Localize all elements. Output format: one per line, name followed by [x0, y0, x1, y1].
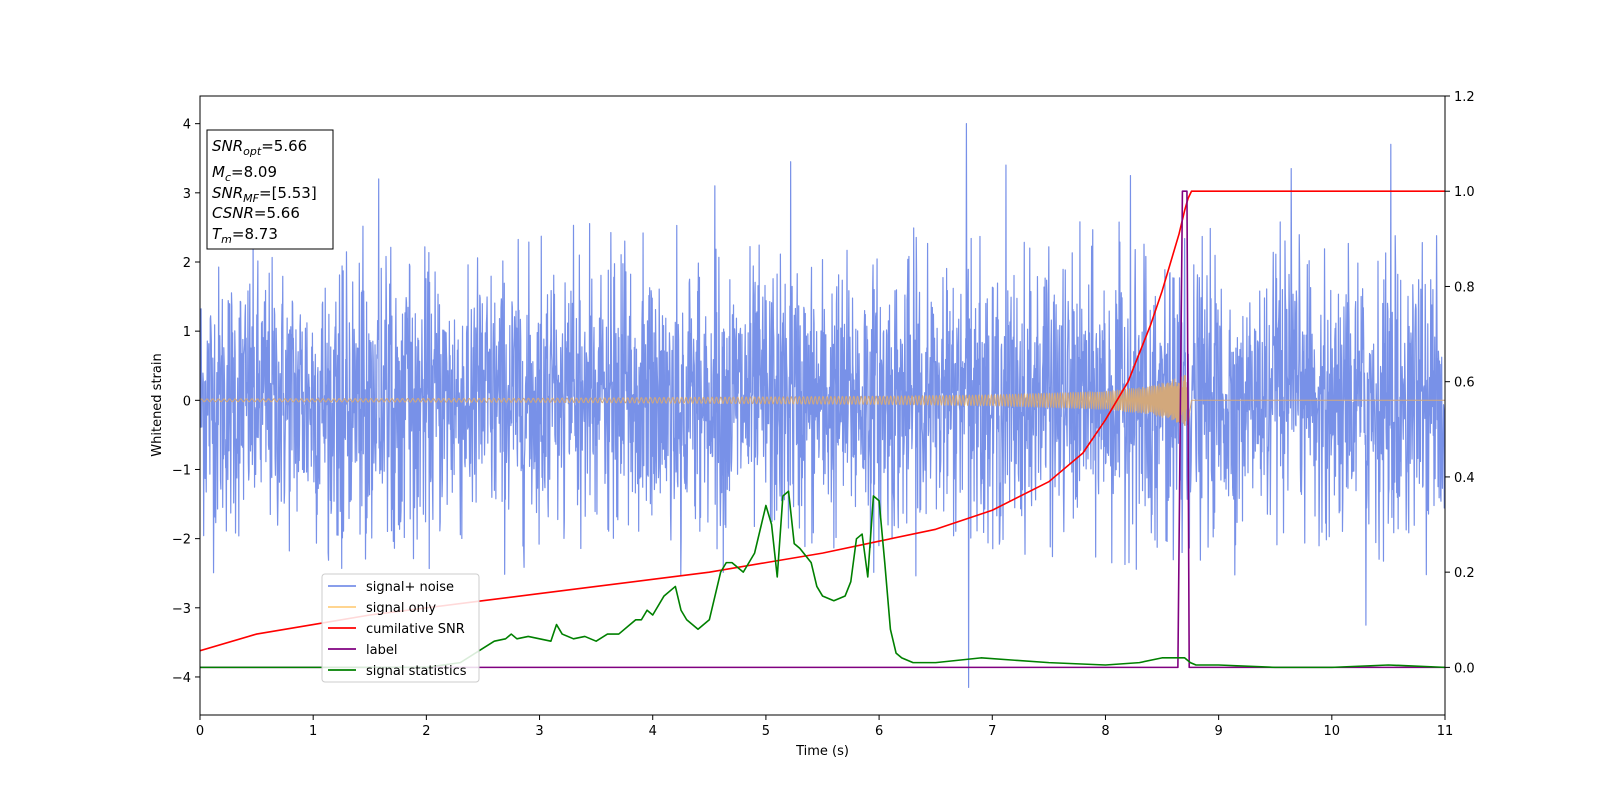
annotation-line: SNRopt=5.66 — [212, 137, 307, 158]
y-tick-label: 0 — [183, 394, 191, 409]
x-tick-label: 0 — [196, 724, 204, 739]
y-tick-label: 2 — [183, 256, 191, 271]
annotation-line: Mc=8.09 — [212, 163, 277, 184]
y2-tick-label: 0.0 — [1454, 661, 1475, 676]
annotation-frame — [206, 129, 334, 250]
plot-frame — [199, 95, 1446, 716]
x-tick-label: 9 — [1214, 724, 1222, 739]
legend-label: label — [366, 643, 397, 658]
series-signal-only — [200, 373, 1445, 426]
series-signal-statistics — [200, 490, 1445, 669]
series-signal-noise — [200, 123, 1445, 688]
y2-tick-label: 1.0 — [1454, 185, 1475, 200]
y2-tick-label: 0.8 — [1454, 280, 1475, 295]
legend-label: cumilative SNR — [366, 622, 465, 637]
y-axis-label: Whitened strain — [150, 353, 165, 456]
x-tick-label: 1 — [309, 724, 317, 739]
y-tick-label: 3 — [183, 187, 191, 202]
annotation-line: Tm=8.73 — [212, 225, 278, 246]
x-tick-label: 3 — [535, 724, 543, 739]
y2-tick-label: 0.2 — [1454, 566, 1475, 581]
y-tick-label: −3 — [172, 602, 191, 617]
annotation-line: SNRMF=[5.53] — [212, 184, 317, 205]
axes-layer: 0 1 2 3 4 5 6 7 8 9 10 11 −4 −3 −2 −1 0 1 2 3 4 0.0 0.2 0.4 0.6 0… — [172, 90, 1475, 739]
y-tick-label: −4 — [172, 671, 191, 686]
x-tick-label: 10 — [1324, 724, 1341, 739]
x-tick-label: 4 — [649, 724, 657, 739]
y2-tick-label: 0.4 — [1454, 471, 1475, 486]
legend: signal+ noise signal only cumilative SNR la… — [321, 573, 480, 683]
x-tick-label: 7 — [988, 724, 996, 739]
x-tick-label: 2 — [422, 724, 430, 739]
y2-tick-label: 1.2 — [1454, 90, 1475, 105]
legend-label: signal only — [366, 601, 436, 616]
x-tick-label: 6 — [875, 724, 883, 739]
y-tick-label: 4 — [183, 118, 191, 133]
annotation-line: CSNR=5.66 — [212, 204, 300, 222]
x-tick-label: 11 — [1437, 724, 1454, 739]
series-label — [200, 190, 1445, 669]
x-tick-label: 8 — [1101, 724, 1109, 739]
legend-label: signal+ noise — [366, 580, 454, 595]
y-tick-label: −1 — [172, 463, 191, 478]
y2-tick-label: 0.6 — [1454, 376, 1475, 391]
y-tick-label: 1 — [183, 325, 191, 340]
y-tick-label: −2 — [172, 533, 191, 548]
x-tick-label: 5 — [762, 724, 770, 739]
legend-label: signal statistics — [366, 664, 467, 679]
x-axis-label: Time (s) — [795, 744, 849, 759]
legend-frame — [321, 573, 480, 683]
